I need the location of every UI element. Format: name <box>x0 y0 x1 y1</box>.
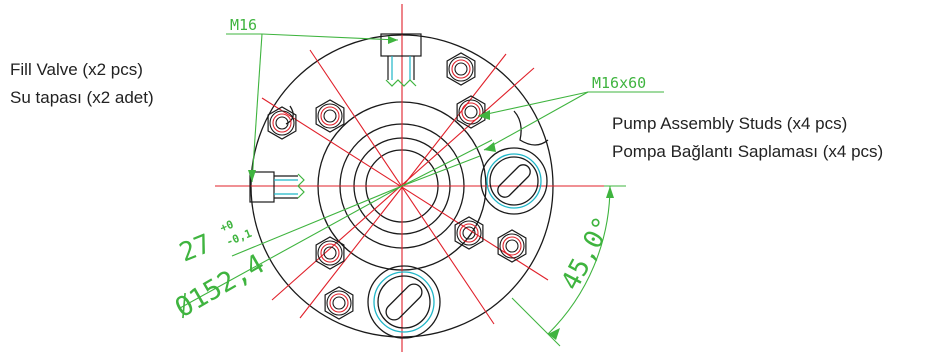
port-right-inner <box>486 153 542 209</box>
thread-fill-label: M16 <box>230 16 257 34</box>
hex-ring <box>317 103 343 129</box>
hex-outline <box>446 52 476 86</box>
stud-top-right-hex <box>446 52 476 86</box>
hex-ring <box>320 106 340 126</box>
hex-ring <box>459 223 479 243</box>
hex-ring <box>499 233 525 259</box>
hex-ring <box>269 110 295 136</box>
fill-valve-note-en: Fill Valve (x2 pcs) <box>10 60 143 79</box>
hex-ring <box>329 293 349 313</box>
bore-partial-label: 27 <box>175 229 215 269</box>
hex-ring <box>456 220 482 246</box>
hex-outline <box>315 99 345 133</box>
fill-valve-top-body <box>380 33 422 57</box>
fill-valve-top <box>380 33 422 87</box>
hex-ring <box>458 99 484 125</box>
hex-ring <box>275 116 289 130</box>
hex-outline <box>497 229 527 263</box>
port-bottom-outer <box>367 265 441 339</box>
tolerance-upper-label: +0 <box>218 218 235 235</box>
angle-label: 45,0° <box>556 212 619 295</box>
hex-ring <box>502 236 522 256</box>
hex-outline <box>324 286 354 320</box>
hex-ring <box>320 243 340 263</box>
port-bottom-core <box>377 275 431 329</box>
fill-valve-left-body <box>249 171 275 203</box>
hex-ring <box>317 240 343 266</box>
m16-leader-top <box>261 33 399 41</box>
hex-outline <box>454 216 484 250</box>
stud-inner-bottom-right-hex <box>454 216 484 250</box>
centerline-diag-a <box>261 97 549 281</box>
port-right <box>480 147 548 215</box>
angle-arc <box>547 185 611 335</box>
angle-ext-diag <box>511 297 561 347</box>
hex-ring <box>462 226 476 240</box>
hex-ring <box>323 246 337 260</box>
stud-inner-top-right-hex <box>456 95 486 129</box>
centerline-diag-b <box>271 67 535 301</box>
hex-ring <box>323 109 337 123</box>
port-right-slot <box>497 164 531 198</box>
thread-stud-label: M16x60 <box>592 74 646 92</box>
hex-ring <box>461 102 481 122</box>
hex-outline <box>315 236 345 270</box>
hex-ring <box>454 62 468 76</box>
port-bottom-slot <box>385 283 423 321</box>
dimension-lines <box>179 33 664 347</box>
port-right-outer <box>480 147 548 215</box>
port-bottom <box>367 265 441 339</box>
stud-outer-bottom-left-hex <box>324 286 354 320</box>
hex-ring <box>464 105 478 119</box>
hex-outline <box>456 95 486 129</box>
hex-ring <box>448 56 474 82</box>
rim-notch-right <box>513 110 549 146</box>
hex-ring <box>505 239 519 253</box>
dimension-arrows <box>248 36 614 340</box>
stud-inner-top-left-hex <box>315 99 345 133</box>
m16x60-leader-a <box>477 91 589 117</box>
dia-leader-upper <box>231 185 403 257</box>
port-bottom-inner <box>373 271 435 333</box>
stud-outer-bottom-right-hex <box>497 229 527 263</box>
hex-ring <box>272 113 292 133</box>
hex-ring <box>451 59 471 79</box>
stud-inner-bottom-left-hex <box>315 236 345 270</box>
studs-note-en: Pump Assembly Studs (x4 pcs) <box>612 114 848 133</box>
stud-group <box>267 52 527 320</box>
hex-outline <box>267 106 297 140</box>
m16-leader-left <box>251 33 263 183</box>
stud-top-left-hex <box>267 106 297 140</box>
port-right-core <box>489 156 539 206</box>
hex-ring <box>332 296 346 310</box>
fill-valve-left <box>249 171 305 203</box>
hex-ring <box>326 290 352 316</box>
studs-note-tr: Pompa Bağlantı Saplaması (x4 pcs) <box>612 142 884 161</box>
dia-leader-lower <box>179 185 403 309</box>
m16x60-leader-b <box>483 91 589 151</box>
fill-valve-note-tr: Su tapası (x2 adet) <box>10 88 154 107</box>
